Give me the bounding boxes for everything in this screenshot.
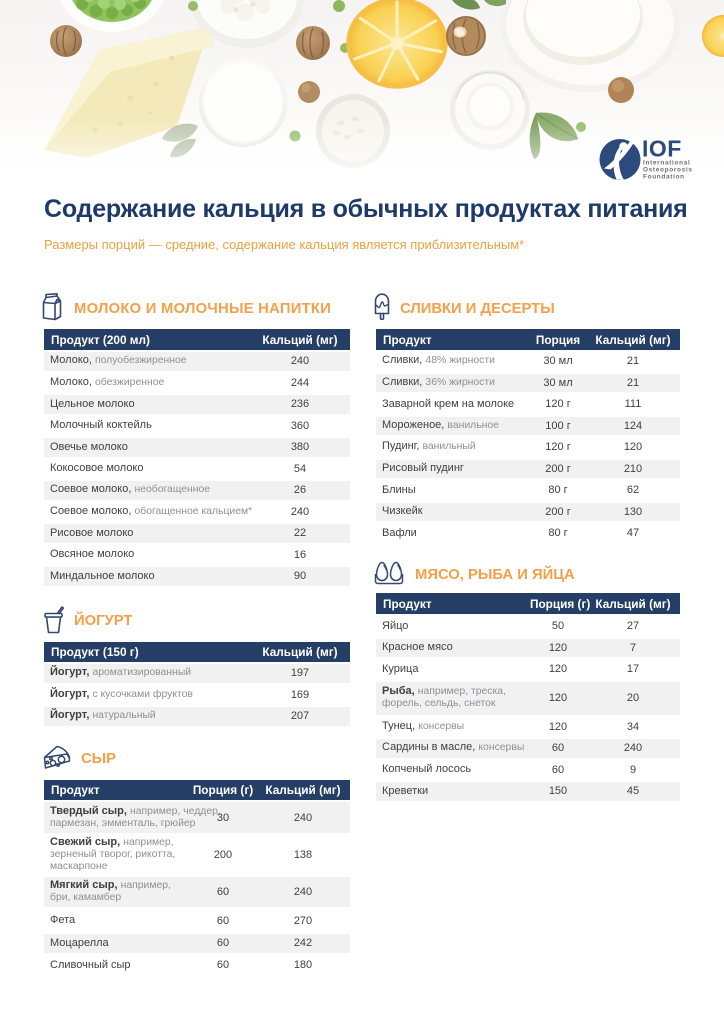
- svg-text:Foundation: Foundation: [643, 174, 685, 181]
- svg-text:IOF: IOF: [642, 136, 682, 162]
- svg-text:Osteoporosis: Osteoporosis: [643, 167, 693, 174]
- svg-text:International: International: [643, 160, 690, 167]
